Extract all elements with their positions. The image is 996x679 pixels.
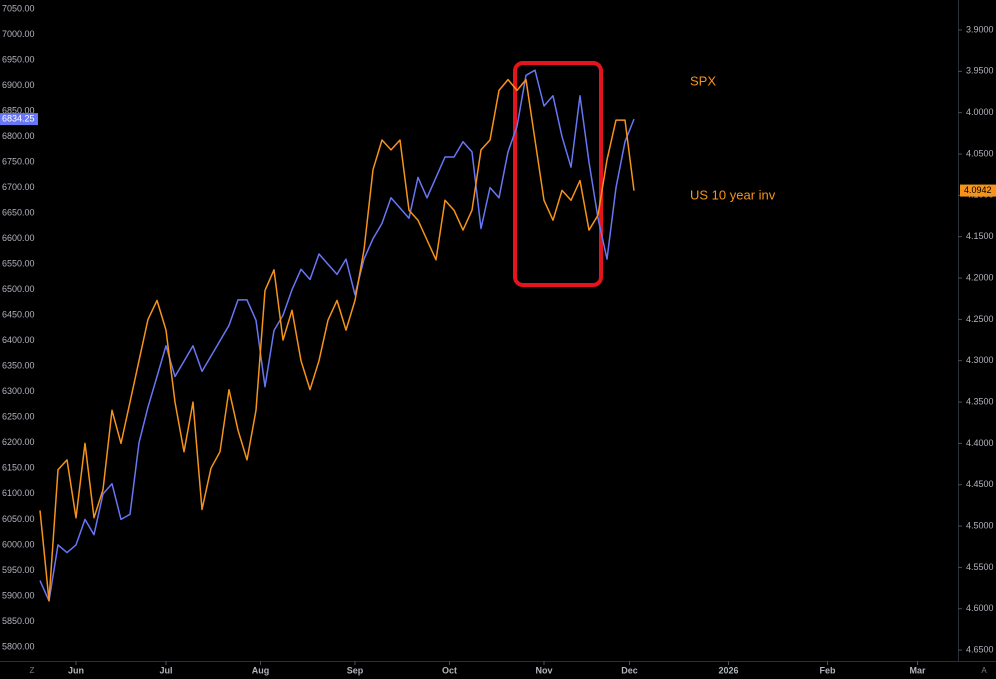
- y-tick-label: 6800.00: [2, 131, 35, 141]
- y-tick-label: 6350.00: [2, 361, 35, 371]
- y-tick-label: 6250.00: [2, 412, 35, 422]
- y-tick-label: 7050.00: [2, 3, 35, 13]
- y-tick-label: 5950.00: [2, 565, 35, 575]
- series-line: [39, 69, 635, 602]
- x-tick-label: Jun: [68, 665, 84, 675]
- y-tick-label: 6100.00: [2, 488, 35, 498]
- y2-tick-label: 4.1500: [966, 231, 994, 241]
- y-tick-label: 5900.00: [2, 590, 35, 600]
- y-tick-label: 6950.00: [2, 54, 35, 64]
- corner-button: A: [981, 666, 987, 675]
- y2-tick-label: 4.4500: [966, 479, 994, 489]
- y2-tick-label: 4.2000: [966, 272, 994, 282]
- y2-tick-label: 4.5000: [966, 520, 994, 530]
- y2-tick-label: 4.3000: [966, 355, 994, 365]
- x-tick-label: Dec: [621, 665, 638, 675]
- y2-tick-label: 3.9500: [966, 66, 994, 76]
- y-tick-label: 6300.00: [2, 386, 35, 396]
- y-tick-label: 6500.00: [2, 284, 35, 294]
- y-tick-label: 6550.00: [2, 259, 35, 269]
- price-label: 6834.25: [2, 113, 35, 123]
- y2-tick-label: 3.9000: [966, 24, 994, 34]
- y-tick-label: 6150.00: [2, 463, 35, 473]
- y-tick-label: 6000.00: [2, 539, 35, 549]
- series-line: [39, 78, 635, 602]
- y-tick-label: 6050.00: [2, 514, 35, 524]
- x-tick-label: Sep: [347, 665, 364, 675]
- legend-label: US 10 year inv: [690, 187, 776, 202]
- x-tick-label: Feb: [819, 665, 836, 675]
- price-box: [960, 184, 996, 197]
- price-box: [0, 113, 38, 126]
- y-tick-label: 6600.00: [2, 233, 35, 243]
- y-tick-label: 6750.00: [2, 156, 35, 166]
- y2-tick-label: 4.4000: [966, 438, 994, 448]
- y2-tick-label: 4.0500: [966, 148, 994, 158]
- x-tick-label: Aug: [252, 665, 270, 675]
- y-tick-label: 6200.00: [2, 437, 35, 447]
- highlight-box: [513, 61, 603, 287]
- x-tick-label: Oct: [442, 665, 457, 675]
- x-tick-label: 2026: [718, 665, 738, 675]
- y-tick-label: 5850.00: [2, 616, 35, 626]
- y2-tick-label: 4.6000: [966, 603, 994, 613]
- price-label: 4.0942: [964, 185, 992, 195]
- y2-tick-label: 4.3500: [966, 396, 994, 406]
- corner-button: Z: [30, 666, 35, 675]
- y-tick-label: 5800.00: [2, 641, 35, 651]
- y-tick-label: 6850.00: [2, 105, 35, 115]
- y2-tick-label: 4.5500: [966, 562, 994, 572]
- legend-label: SPX: [690, 73, 716, 88]
- x-tick-label: Jul: [159, 665, 172, 675]
- y2-tick-label: 4.0000: [966, 107, 994, 117]
- x-tick-label: Nov: [535, 665, 552, 675]
- x-tick-label: Mar: [909, 665, 926, 675]
- y-tick-label: 6900.00: [2, 80, 35, 90]
- y-tick-label: 6700.00: [2, 182, 35, 192]
- y-tick-label: 6650.00: [2, 208, 35, 218]
- y2-tick-label: 4.6500: [966, 644, 994, 654]
- y-tick-label: 6400.00: [2, 335, 35, 345]
- y2-tick-label: 4.2500: [966, 314, 994, 324]
- y-tick-label: 6450.00: [2, 310, 35, 320]
- y-tick-label: 7000.00: [2, 29, 35, 39]
